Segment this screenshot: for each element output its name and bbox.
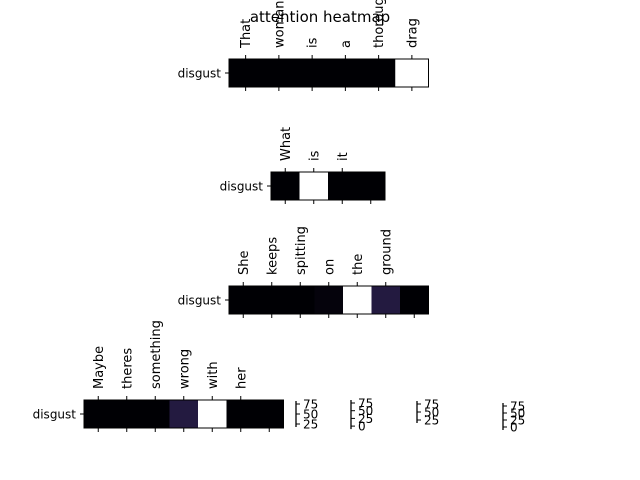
heatmap-cell	[286, 286, 315, 314]
heatmap-cell	[271, 172, 300, 200]
token-label: the	[351, 254, 366, 275]
heatmap-cell	[314, 286, 344, 314]
colorbar-tick-label: 25	[424, 414, 439, 428]
heatmap-cell	[356, 172, 386, 200]
heatmap-cell	[198, 400, 227, 428]
colorbar-tick-label: 75	[358, 397, 373, 411]
heatmap-cell	[299, 172, 329, 200]
colorbar-tick-label: 50	[303, 408, 318, 422]
heatmap-cell	[169, 400, 199, 428]
colorbar-tick-label: 25	[510, 414, 525, 428]
heatmap-cell	[112, 400, 142, 428]
heatmap-panels: That woman is a thorough drag disgust What is it d…	[33, 0, 429, 432]
heatmap-cell	[371, 286, 401, 314]
token-label: theres	[120, 348, 135, 389]
heatmap-cell	[229, 59, 263, 87]
heatmap-cell	[343, 286, 372, 314]
row-label: disgust	[220, 180, 264, 194]
heatmap-cell	[328, 172, 357, 200]
token-label: with	[206, 361, 221, 389]
heatmap-cell	[84, 400, 113, 428]
row-label: disgust	[178, 67, 222, 81]
token-label: That	[239, 19, 254, 49]
token-label: is	[307, 150, 322, 161]
heatmap-cell	[295, 59, 330, 87]
heatmap-cell	[262, 59, 296, 87]
token-label: Maybe	[92, 346, 107, 389]
heatmap-cell	[257, 286, 287, 314]
heatmap-cell	[229, 286, 258, 314]
row-label: disgust	[33, 408, 77, 422]
colorbar-tick-label: 50	[510, 407, 525, 421]
token-label: She	[237, 251, 252, 276]
heatmap-panel: That woman is a thorough drag disgust	[178, 0, 429, 91]
colorbar-tick-label: 75	[424, 398, 439, 412]
row-label: disgust	[178, 294, 222, 308]
token-label: something	[149, 320, 164, 389]
colorbar-tick-label: 0	[358, 420, 366, 434]
colorbar-tick-label: 50	[358, 404, 373, 418]
token-label: it	[336, 152, 351, 161]
heatmap-cell	[226, 400, 256, 428]
heatmap-cell	[400, 286, 429, 314]
heatmap-cell	[255, 400, 284, 428]
token-label: on	[322, 259, 337, 275]
colorbar-tick-label: 25	[303, 418, 318, 432]
heatmap-panel: What is it disgust	[220, 127, 386, 204]
colorbar-tick-label: 25	[358, 412, 373, 426]
colorbar-tick-label: 50	[424, 406, 439, 420]
colorbar-tick-label: 75	[510, 400, 525, 414]
heatmap-panel: Maybe theres something wrong with her disgust	[33, 320, 284, 432]
token-label: a	[339, 40, 354, 48]
chart-title: attention heatmap	[250, 8, 390, 26]
token-label: What	[279, 127, 294, 161]
heatmap-cell	[328, 59, 363, 87]
colorbar-tick-label: 0	[510, 421, 518, 435]
colorbar-tick-label: 75	[303, 398, 318, 412]
heatmap-cell	[362, 59, 396, 87]
token-label: woman	[272, 1, 287, 48]
heatmap-cell	[141, 400, 170, 428]
token-label: keeps	[265, 237, 280, 275]
token-label: her	[234, 367, 249, 389]
token-label: spitting	[294, 226, 309, 275]
token-label: is	[306, 37, 321, 48]
token-label: drag	[405, 18, 420, 48]
heatmap-panel: She keeps spitting on the ground disgust	[178, 226, 429, 318]
token-label: wrong	[177, 349, 192, 389]
token-label: thorough	[372, 0, 387, 48]
heatmap-cell	[395, 59, 429, 87]
token-label: ground	[379, 229, 394, 275]
